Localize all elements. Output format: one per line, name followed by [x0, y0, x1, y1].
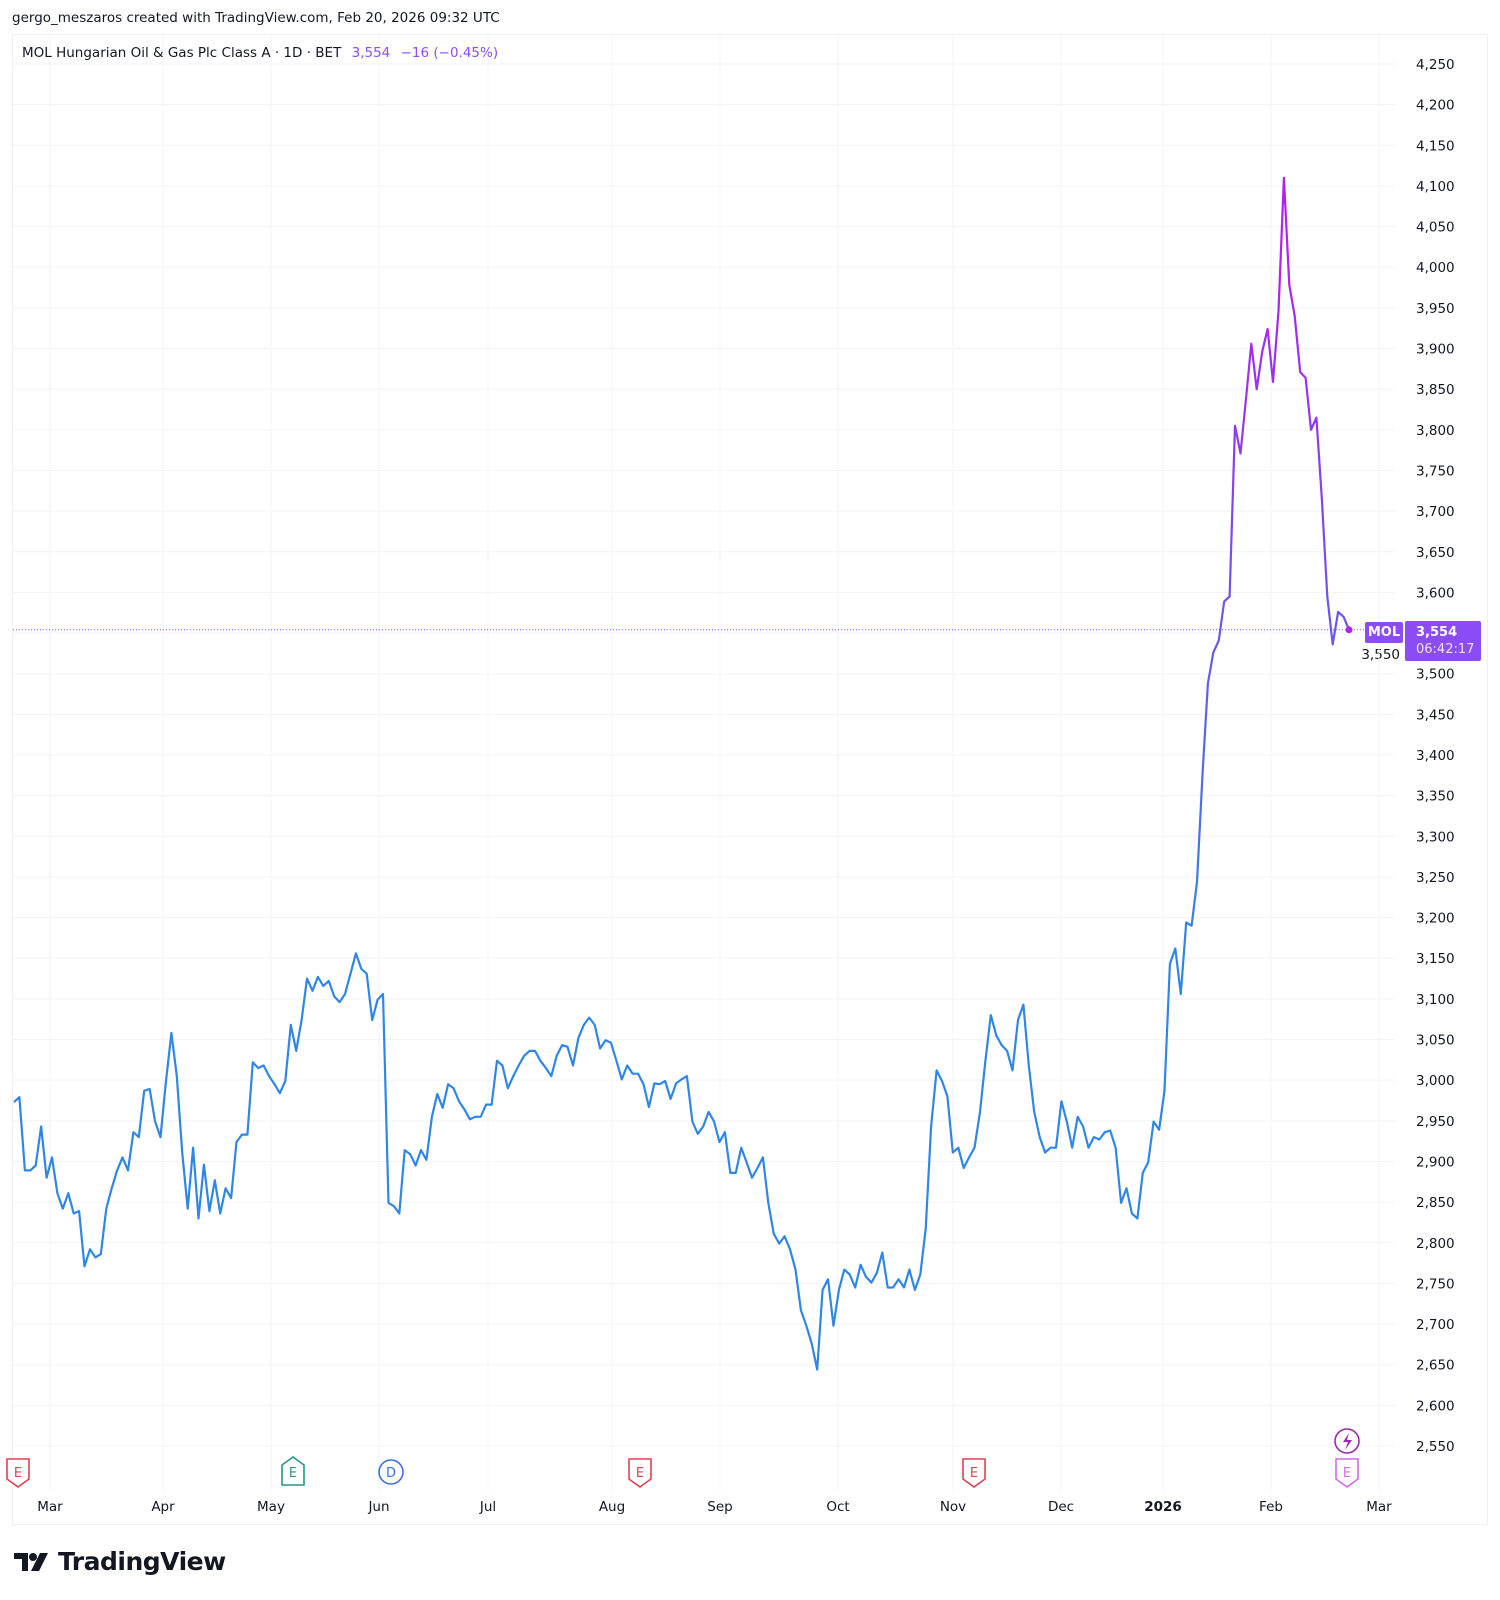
- symbol-name: MOL Hungarian Oil & Gas Plc Class A · 1D…: [22, 45, 342, 61]
- y-tick-label: 3,000: [1416, 1073, 1455, 1089]
- x-tick-label: Sep: [707, 1499, 732, 1515]
- y-tick-label: 3,100: [1416, 992, 1455, 1008]
- tradingview-logo[interactable]: TradingView: [14, 1547, 226, 1576]
- event-marker-label: E: [14, 1466, 22, 1481]
- y-tick-label: 3,600: [1416, 585, 1455, 601]
- y-tick-label: 2,800: [1416, 1236, 1455, 1252]
- y-tick-label: 2,750: [1416, 1276, 1455, 1292]
- x-tick-label: May: [257, 1499, 285, 1515]
- y-tick-label: 4,100: [1416, 179, 1455, 195]
- y-tick-label: 3,350: [1416, 789, 1455, 805]
- y-tick-label: 2,550: [1416, 1439, 1455, 1455]
- y-tick-label: 4,000: [1416, 260, 1455, 276]
- last-price-value: 3,554: [1416, 625, 1458, 640]
- y-tick-label: 3,750: [1416, 463, 1455, 479]
- price-change: −16 (−0.45%): [400, 45, 499, 61]
- y-tick-label: 3,850: [1416, 382, 1455, 398]
- x-tick-label: 2026: [1144, 1499, 1182, 1515]
- y-tick-label: 2,950: [1416, 1114, 1455, 1130]
- y-tick-label: 3,650: [1416, 545, 1455, 561]
- tradingview-logo-icon: [14, 1552, 48, 1571]
- dividend-icon: [378, 1459, 404, 1485]
- last-price-tag: 3,554 06:42:17: [1405, 621, 1481, 661]
- y-tick-label: 2,700: [1416, 1317, 1455, 1333]
- x-tick-label: Feb: [1259, 1499, 1283, 1515]
- y-tick-label: 4,050: [1416, 220, 1455, 236]
- earnings-icon: [281, 1456, 305, 1486]
- y-tick-label: 2,900: [1416, 1154, 1455, 1170]
- x-tick-label: Dec: [1048, 1499, 1074, 1515]
- brand-name: TradingView: [58, 1547, 226, 1576]
- y-tick-label: 3,200: [1416, 911, 1455, 927]
- y-tick-label: 3,400: [1416, 748, 1455, 764]
- y-tick-label: 4,150: [1416, 138, 1455, 154]
- y-tick-label: 3,900: [1416, 342, 1455, 358]
- event-marker-label: E: [1343, 1466, 1351, 1481]
- y-tick-label: 3,300: [1416, 829, 1455, 845]
- last-price: 3,554: [351, 45, 391, 61]
- y-tick-label: 3,050: [1416, 1033, 1455, 1049]
- y-tick-label: 3,550: [1361, 647, 1400, 663]
- y-tick-label: 3,450: [1416, 707, 1455, 723]
- x-tick-label: Jun: [367, 1499, 389, 1515]
- y-tick-label: 3,150: [1416, 951, 1455, 967]
- y-tick-label: 4,200: [1416, 98, 1455, 114]
- data-point: [1345, 626, 1353, 634]
- y-tick-label: 2,600: [1416, 1398, 1455, 1414]
- x-tick-label: Oct: [826, 1499, 849, 1515]
- event-marker-label: E: [970, 1466, 978, 1481]
- x-tick-label: Jul: [479, 1499, 496, 1515]
- chart-frame: [12, 34, 1488, 1525]
- symbol-price-tag: MOL: [1365, 622, 1403, 643]
- y-tick-label: 3,950: [1416, 301, 1455, 317]
- y-tick-label: 3,250: [1416, 870, 1455, 886]
- earnings-icon: [962, 1458, 986, 1488]
- price-series-line: [13, 176, 1351, 1371]
- y-tick-label: 3,700: [1416, 504, 1455, 520]
- x-tick-label: Mar: [37, 1499, 63, 1515]
- earnings-icon: [628, 1458, 652, 1488]
- y-tick-label: 3,800: [1416, 423, 1455, 439]
- event-marker-label: E: [289, 1466, 297, 1481]
- earnings-icon: [6, 1458, 30, 1488]
- y-tick-label: 3,500: [1416, 667, 1455, 683]
- bar-countdown: 06:42:17: [1416, 642, 1475, 657]
- symbol-legend: MOL Hungarian Oil & Gas Plc Class A · 1D…: [22, 45, 498, 61]
- x-tick-label: Apr: [151, 1499, 175, 1515]
- chart-credit: gergo_meszaros created with TradingView.…: [12, 10, 500, 26]
- y-tick-label: 2,650: [1416, 1358, 1455, 1374]
- event-marker-label: E: [636, 1466, 644, 1481]
- y-tick-label: 4,250: [1416, 57, 1455, 73]
- x-tick-label: Nov: [940, 1499, 966, 1515]
- earnings-icon: [1335, 1458, 1359, 1488]
- y-tick-label: 2,850: [1416, 1195, 1455, 1211]
- x-tick-label: Aug: [599, 1499, 625, 1515]
- event-marker-label: D: [386, 1466, 396, 1481]
- x-tick-label: Mar: [1366, 1499, 1392, 1515]
- lightning-bolt: [1343, 1433, 1352, 1450]
